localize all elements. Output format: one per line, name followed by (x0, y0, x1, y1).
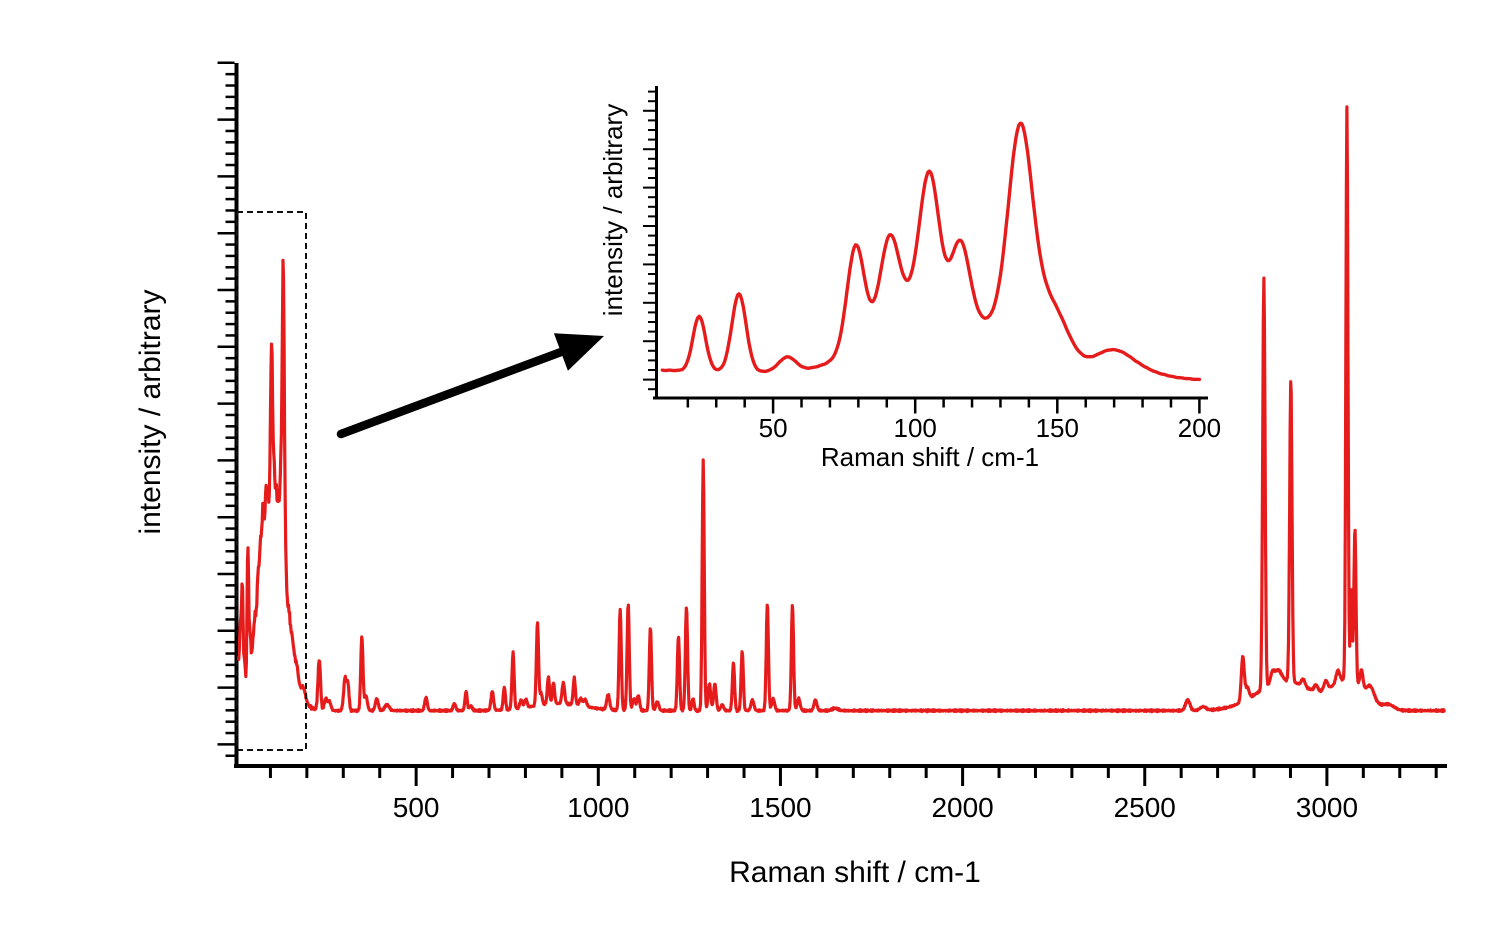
main-x-tick-label: 1500 (749, 792, 811, 823)
zoom-region-box (236, 211, 307, 751)
main-xaxis-title: Raman shift / cm-1 (729, 856, 981, 889)
inset-axis-tick-labels: 50 100 150 200 (759, 413, 1221, 443)
main-x-tick-label: 1000 (567, 792, 629, 823)
main-x-tick-label: 2500 (1114, 792, 1176, 823)
zoom-annotations (236, 211, 604, 751)
inset-plot-axes (643, 86, 1208, 414)
main-x-tick-label: 2000 (931, 792, 993, 823)
main-spectrum-curve (237, 105, 1446, 714)
inset-spectrum-curve (660, 121, 1202, 382)
zoom-arrow-shaft (336, 347, 568, 439)
inset-x-tick-label: 150 (1036, 413, 1079, 443)
main-x-tick-label: 500 (393, 792, 440, 823)
main-yaxis-title: intensity / arbitrary (134, 289, 167, 534)
inset-xaxis-title: Raman shift / cm-1 (821, 442, 1039, 472)
spectrum-curves (237, 105, 1446, 714)
main-x-tick-label: 3000 (1296, 792, 1358, 823)
main-axis-tick-labels: 500 1000 1500 2000 2500 3000 (393, 792, 1358, 823)
inset-x-tick-label: 100 (894, 413, 937, 443)
inset-yaxis-title: intensity / arbitrary (598, 104, 628, 316)
inset-x-tick-label: 200 (1178, 413, 1221, 443)
inset-x-tick-label: 50 (759, 413, 788, 443)
zoom-arrow-head-icon (553, 333, 604, 371)
